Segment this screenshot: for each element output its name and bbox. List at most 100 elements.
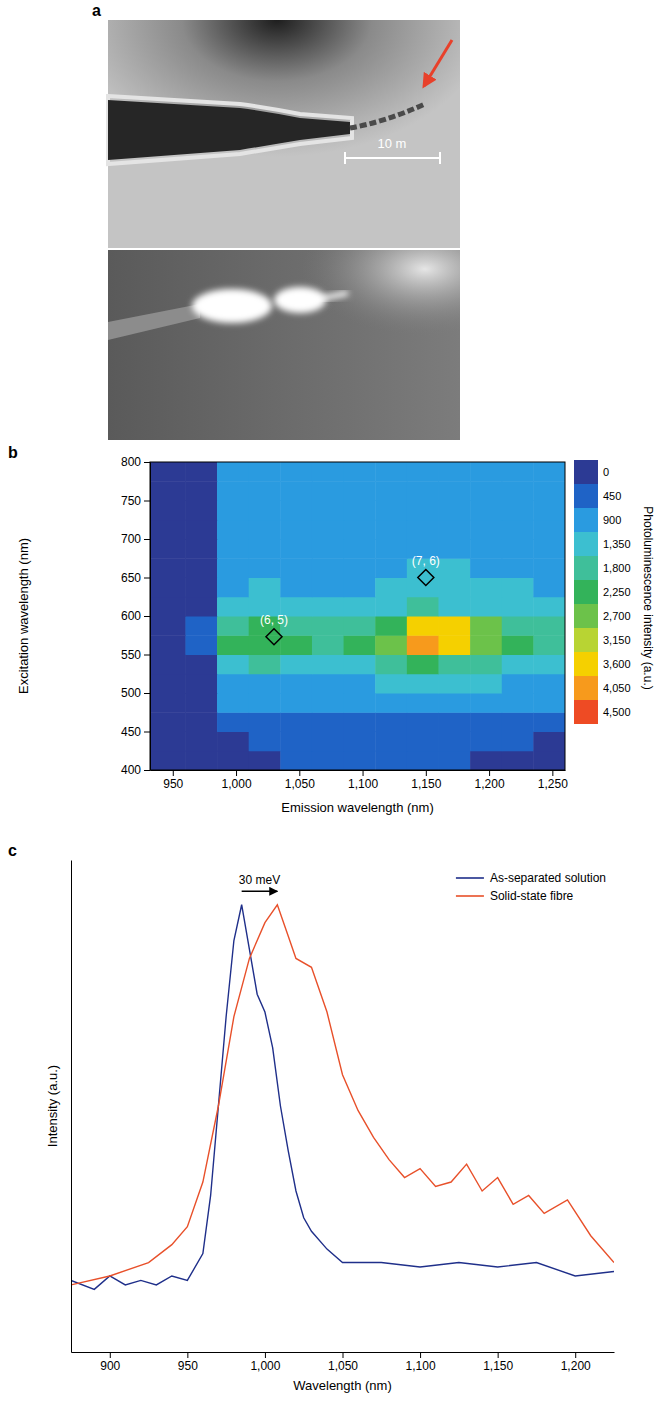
cell [344,501,376,521]
tick-label: 700 [121,532,141,546]
tick-label: 600 [121,609,141,623]
cell [249,578,281,598]
cell [533,578,565,598]
cell [502,520,534,540]
cell [280,655,312,675]
cell [185,674,217,694]
cell [185,751,217,770]
cell [438,481,470,501]
cell [533,693,565,713]
cell [344,693,376,713]
tick: 1,150 [483,1352,513,1373]
y-axis: 400450500550600650700750800 [121,455,151,777]
cell [249,539,281,559]
cell [150,616,186,636]
cell [375,616,407,636]
lines [71,905,614,1290]
cell [312,597,344,617]
cell [185,693,217,713]
cell [185,539,217,559]
cell [375,693,407,713]
cell [217,539,249,559]
cell [502,616,534,636]
tick-mark [144,693,150,694]
tick-mark [144,616,150,617]
cell [280,674,312,694]
cell [312,520,344,540]
cell [312,578,344,598]
tick-mark [144,732,150,733]
cell [470,712,502,732]
tick: 500 [121,686,150,700]
cell [217,732,249,752]
tick: 1,100 [348,770,378,791]
tick: 900 [100,1352,120,1373]
cell [344,520,376,540]
cell [312,732,344,752]
cell [375,712,407,732]
legend-swatch [456,895,484,897]
cell [185,520,217,540]
cell [312,558,344,578]
cell [217,712,249,732]
colorbar-swatch [574,580,598,604]
tick-label: 1,050 [285,777,315,791]
figure: a10 mb9501,0001,0501,1001,1501,2001,2504… [0,0,659,1401]
colorbar-tick-label: 3,600 [603,658,631,670]
colorbar-swatch [574,460,598,484]
cell [344,674,376,694]
tick: 1,000 [222,770,252,791]
colorbar-swatch [574,604,598,628]
cell [344,732,376,752]
cell [407,462,439,482]
cell [249,558,281,578]
tick: 1,150 [411,770,441,791]
tick-mark [144,501,150,502]
legend: As-separated solutionSolid-state fibre [456,871,606,903]
cell [407,616,439,636]
tick-label: 1,100 [406,1359,436,1373]
colorbar-tick-label: 2,700 [603,610,631,622]
colorbar-swatch [574,628,598,652]
cell [470,597,502,617]
emission [320,293,348,299]
tick: 450 [121,725,150,739]
tick-mark [144,462,150,463]
colorbar-swatch [574,556,598,580]
legend-item: As-separated solution [456,871,606,885]
annotation-marker [266,629,282,645]
tick-label: 1,000 [250,1359,280,1373]
fibre-tip [350,104,425,128]
tick-mark [144,655,150,656]
colorbar-swatch [574,652,598,676]
cell [280,558,312,578]
heatmap [150,462,565,770]
cell [407,712,439,732]
arrow [424,40,452,86]
cell [249,751,281,770]
cell [438,558,470,578]
tick-label: 950 [163,777,183,791]
tick-label: 450 [121,725,141,739]
tick-mark [236,770,237,776]
cell [249,655,281,675]
cell [344,655,376,675]
cell [150,539,186,559]
cell [470,751,502,770]
tick: 400 [121,763,150,777]
tick: 1,000 [250,1352,280,1373]
cell [470,520,502,540]
tick: 750 [121,494,150,508]
cell [312,693,344,713]
cell [217,751,249,770]
panel-label: b [8,444,18,461]
tick: 700 [121,532,150,546]
tick: 1,050 [328,1352,358,1373]
cell [375,539,407,559]
image-brightfield [108,20,460,248]
cell [533,732,565,752]
tick-mark [265,1352,266,1358]
cell [150,751,186,770]
cell [438,616,470,636]
cell [470,732,502,752]
